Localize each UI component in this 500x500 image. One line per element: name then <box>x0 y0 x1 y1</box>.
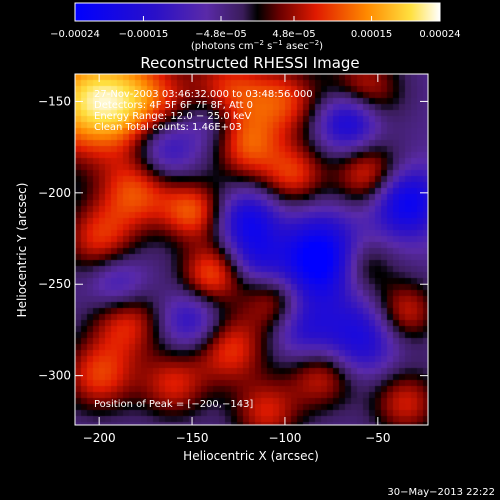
annotation-line: Energy Range: 12.0 − 25.0 keV <box>94 111 251 122</box>
colorbar-tick-label: −0.00015 <box>119 29 169 40</box>
colorbar-tick-label: 4.8e−05 <box>272 29 315 40</box>
colorbar-tick-label: −4.8e−05 <box>195 29 247 40</box>
y-tick-label: −200 <box>38 186 71 200</box>
y-tick-label: −300 <box>38 369 71 383</box>
colorbar-tick-label: −0.00024 <box>50 29 100 40</box>
colorbar-tick-label: 0.00015 <box>351 29 392 40</box>
chart-title: Reconstructed RHESSI Image <box>140 54 359 72</box>
timestamp: 30−May−2013 22:22 <box>387 487 495 498</box>
x-axis-label: Heliocentric X (arcsec) <box>183 449 319 463</box>
plot-area <box>74 73 429 426</box>
y-axis: −150 −200 −250 −300 <box>38 94 428 383</box>
colorbar: −0.00024 −0.00015 −4.8e−05 4.8e−05 0.00015 0.… <box>50 2 461 52</box>
annotation-line: Detectors: 4F 5F 6F 7F 8F, Att 0 <box>94 100 253 111</box>
annotation-line: Clean Total counts: 1.46E+03 <box>94 122 242 133</box>
plot-frame <box>74 73 429 426</box>
y-axis-label: Heliocentric Y (arcsec) <box>15 183 29 318</box>
x-axis: −200 −150 −100 −50 <box>83 74 391 445</box>
x-tick-label: −50 <box>365 431 390 445</box>
y-tick-label: −250 <box>38 277 71 291</box>
x-tick-label: −200 <box>83 431 116 445</box>
colorbar-ticks: −0.00024 −0.00015 −4.8e−05 4.8e−05 0.00015 0.… <box>50 16 461 40</box>
x-tick-label: −100 <box>268 431 301 445</box>
x-tick-label: −150 <box>176 431 209 445</box>
heatmap-image <box>75 74 428 425</box>
annotation-block: 27-Nov-2003 03:46:32.000 to 03:48:56.000… <box>94 89 313 133</box>
colorbar-unit-label: (photons cm−2 s−1 asec−2) <box>191 39 323 52</box>
y-tick-label: −150 <box>38 94 71 108</box>
peak-label: Position of Peak = [−200,−143] <box>94 399 253 410</box>
colorbar-gradient <box>74 2 441 22</box>
colorbar-tick-label: 0.00024 <box>419 29 460 40</box>
annotation-line: 27-Nov-2003 03:46:32.000 to 03:48:56.000 <box>94 89 313 100</box>
